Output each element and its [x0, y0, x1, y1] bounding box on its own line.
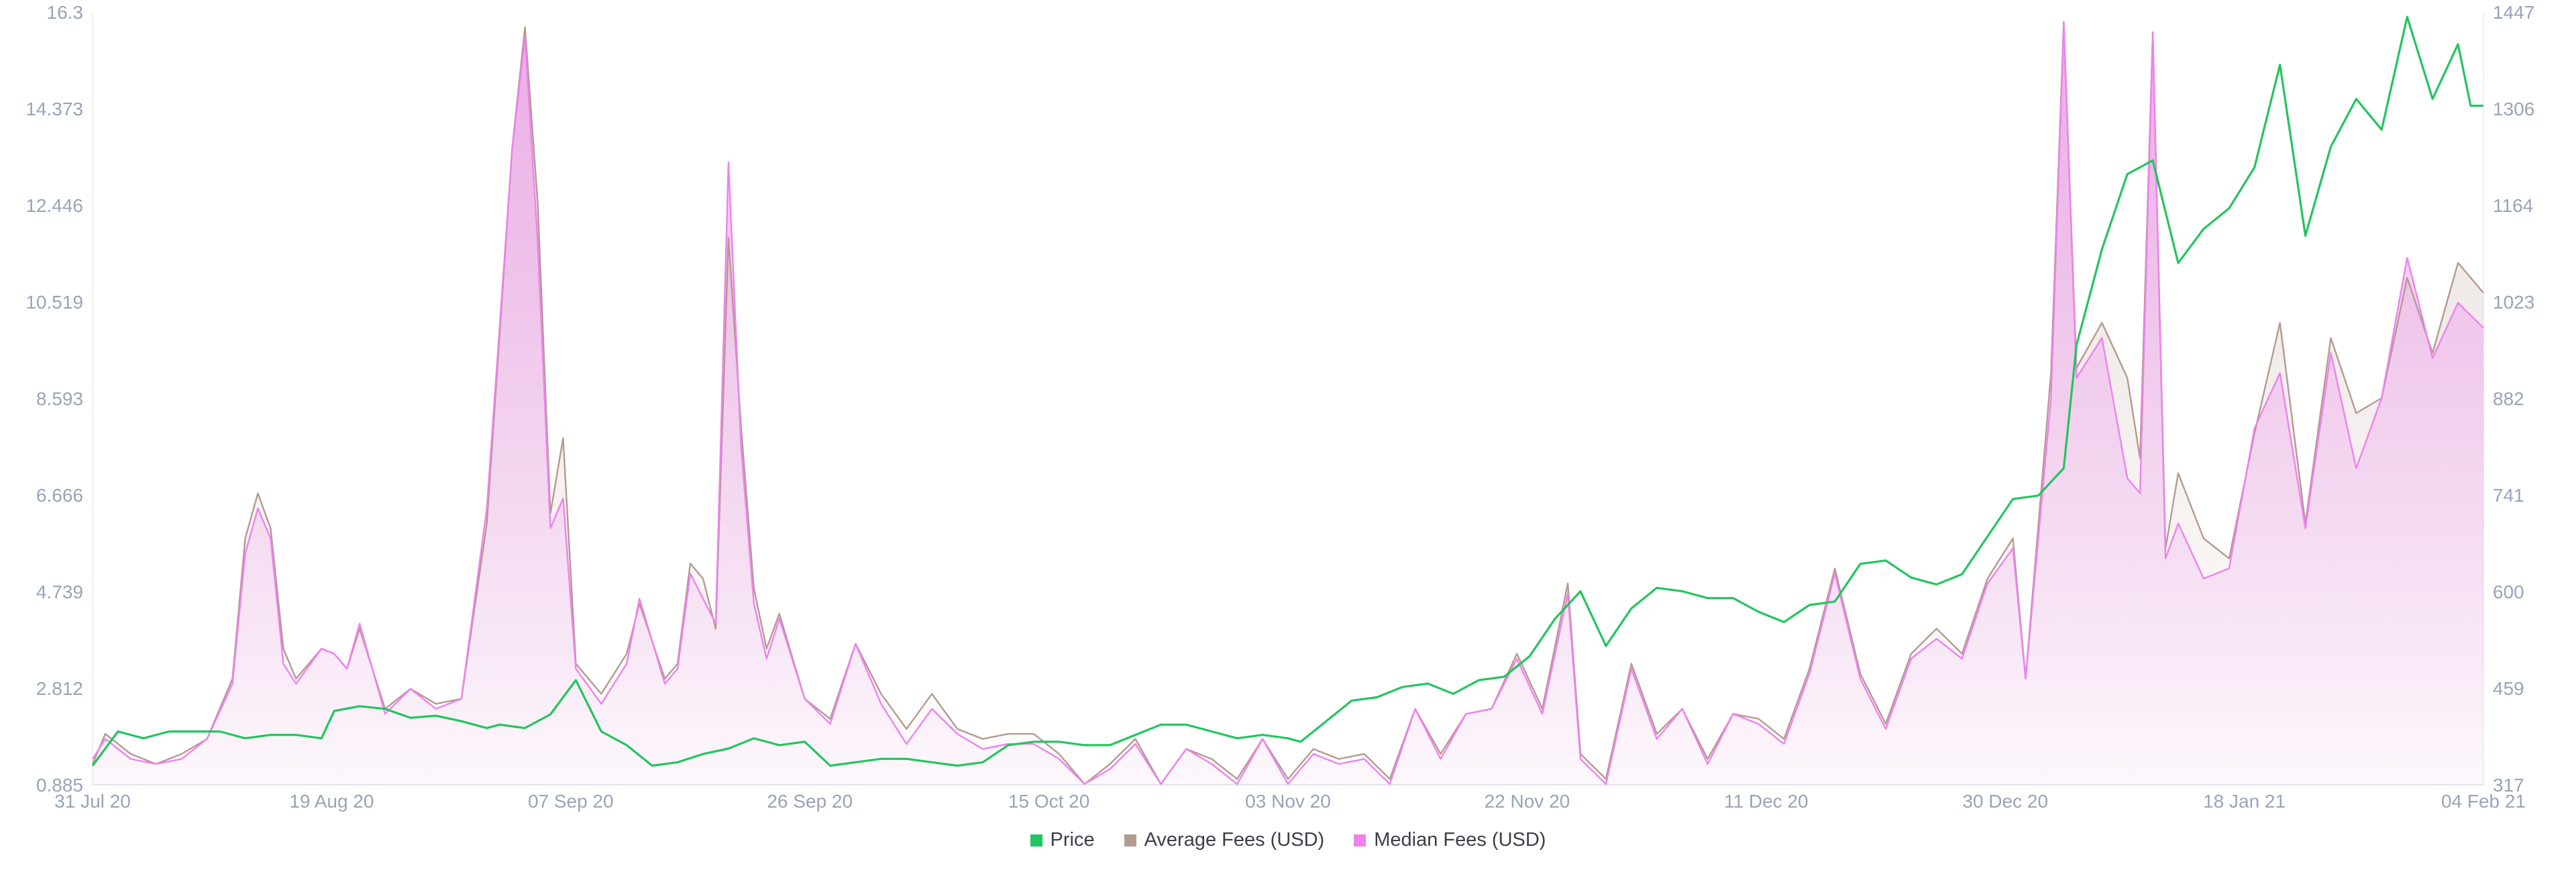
legend-item[interactable]: Price: [1030, 829, 1095, 851]
y-left-tick-label: 8.593: [36, 388, 83, 409]
x-tick-label: 19 Aug 20: [289, 791, 374, 812]
x-tick-label: 07 Sep 20: [528, 791, 614, 812]
series-lines: [91, 15, 2484, 785]
y-left-tick-label: 2.812: [36, 678, 83, 699]
x-tick-label: 31 Jul 20: [54, 791, 131, 812]
x-tick-label: 26 Sep 20: [767, 791, 853, 812]
x-tick-label: 04 Feb 21: [2441, 791, 2526, 812]
legend-label: Average Fees (USD): [1144, 829, 1325, 851]
y-right-tick-label: 459: [2493, 678, 2524, 699]
y-left-tick-label: 10.519: [25, 292, 83, 313]
y-left-tick-label: 16.3: [47, 2, 84, 23]
y-right-tick-label: 1447: [2493, 2, 2534, 23]
legend-label: Median Fees (USD): [1374, 829, 1546, 851]
x-tick-label: 03 Nov 20: [1245, 791, 1331, 812]
legend-swatch: [1354, 834, 1366, 847]
y-right-tick-label: 741: [2493, 485, 2524, 506]
y-right-tick-label: 600: [2493, 582, 2524, 602]
legend-item[interactable]: Median Fees (USD): [1354, 829, 1546, 851]
y-left-tick-label: 14.373: [25, 99, 83, 119]
legend-swatch: [1124, 834, 1136, 847]
legend-item[interactable]: Average Fees (USD): [1124, 829, 1325, 851]
y-left-tick-label: 4.739: [36, 582, 83, 602]
x-tick-label: 30 Dec 20: [1962, 791, 2048, 812]
series-area-median-fees: [93, 21, 2483, 785]
y-right-tick-label: 1306: [2493, 99, 2534, 119]
series-line-price: [91, 15, 2483, 767]
y-right-tick-label: 1164: [2493, 195, 2533, 216]
y-left-tick-label: 6.666: [36, 485, 83, 506]
legend-swatch: [1030, 834, 1042, 847]
y-right-tick-label: 1023: [2493, 292, 2534, 313]
fee-areas: [93, 21, 2483, 785]
y-left-tick-label: 0.885: [36, 775, 83, 796]
x-tick-label: 18 Jan 21: [2203, 791, 2286, 812]
legend: Price Average Fees (USD) Median Fees (USD): [0, 829, 2576, 851]
y-right-tick-label: 882: [2493, 388, 2524, 409]
x-tick-label: 11 Dec 20: [1724, 791, 1809, 812]
series-line-median-fees: [91, 21, 2484, 785]
y-right-tick-label: 317: [2493, 775, 2524, 796]
y-left-tick-label: 12.446: [25, 195, 83, 216]
legend-label: Price: [1050, 829, 1095, 851]
x-tick-label: 15 Oct 20: [1008, 791, 1089, 812]
x-tick-label: 22 Nov 20: [1485, 791, 1570, 812]
tick-labels: 0.885 2.812 4.739 6.666 8.593 10.519 12.446 14.…: [25, 2, 2534, 812]
